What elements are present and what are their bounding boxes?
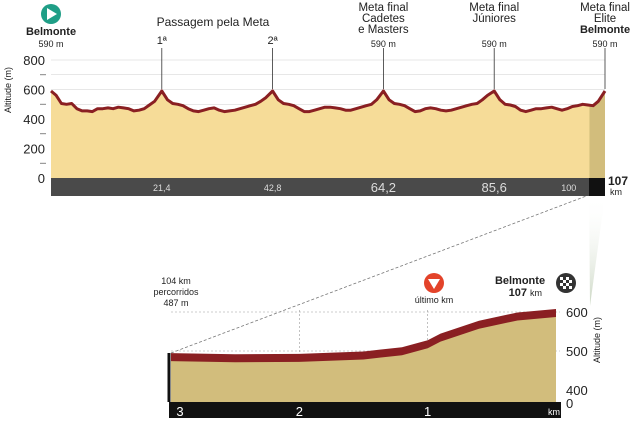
top-y-axis-label: Altitude (m) — [3, 67, 13, 113]
passage-label: 2ª — [267, 35, 278, 47]
top-y-ticks: 800 600 400 200 0 — [23, 53, 46, 186]
checker-square — [563, 280, 566, 283]
top-markers — [161, 48, 606, 89]
checker-square — [566, 277, 569, 280]
zoom-x-axis-bar — [169, 402, 561, 418]
zoom-y-tick-label: 400 — [566, 383, 588, 398]
zoom-x-tick-label: 2 — [296, 404, 303, 419]
top-y-tick-label: 0 — [38, 171, 45, 186]
zoom-connector-line — [170, 194, 590, 354]
checker-square — [563, 283, 566, 286]
finish-label-line: Belmonte — [580, 24, 630, 36]
checker-square — [569, 286, 572, 289]
zoom-start-km: 104 km — [161, 276, 191, 286]
passage-title: Passagem pela Meta — [157, 15, 270, 29]
finish-name: Belmonte — [495, 275, 545, 287]
top-y-tick-label: 600 — [23, 83, 45, 98]
top-x-axis-bar — [51, 178, 605, 196]
checker-square — [560, 286, 563, 289]
zoom-x-tick-label: 3 — [176, 404, 183, 419]
zoom-y-tick-label: 0 — [566, 396, 573, 411]
checker-square — [563, 277, 566, 280]
zoom-start-altitude: 487 m — [163, 298, 188, 308]
top-last-km-band — [589, 91, 605, 178]
checker-square — [569, 283, 572, 286]
checker-square — [560, 280, 563, 283]
checker-square — [560, 277, 563, 280]
passage-label: 1ª — [157, 35, 168, 47]
top-y-tick-label: 200 — [23, 142, 45, 157]
zoom-y-tick-label: 500 — [566, 344, 588, 359]
finish-altitude: 590 m — [482, 39, 507, 49]
checker-square — [563, 286, 566, 289]
top-x-tick-label: 85,6 — [482, 180, 507, 195]
finish-altitude: 590 m — [592, 39, 617, 49]
finish-altitude: 590 m — [371, 39, 396, 49]
zoom-profile-band — [171, 309, 556, 363]
top-x-tick-label: 64,2 — [371, 180, 396, 195]
play-icon — [47, 8, 57, 20]
zoom-y-axis-label: Altitude (m) — [592, 317, 602, 363]
top-y-tick-label: 400 — [23, 112, 45, 127]
top-y-tick-label: 800 — [23, 53, 45, 68]
zoom-y-tick-label: 600 — [566, 305, 588, 320]
zoom-x-ticks: 3 2 1 — [176, 404, 431, 419]
checker-square — [569, 280, 572, 283]
last-km-label: último km — [415, 295, 454, 305]
finish-label-line: e Masters — [358, 24, 409, 36]
finish-label-line: Meta final — [580, 2, 630, 14]
checkered-flag-icon — [556, 273, 576, 293]
checker-square — [560, 283, 563, 286]
triangle-down-icon — [428, 279, 440, 289]
finish-km-unit: km — [530, 288, 542, 298]
top-x-tick-label: 100 — [561, 183, 576, 193]
finish-label-line: Júniores — [472, 13, 516, 25]
top-x-ticks: 21,4 42,8 64,2 85,6 100 — [153, 180, 576, 195]
zoom-connector — [589, 195, 605, 306]
top-x-tick-label: 42,8 — [264, 183, 282, 193]
checker-square — [569, 277, 572, 280]
top-x-axis-end-block — [589, 178, 605, 196]
top-profile-area — [51, 91, 605, 178]
finish-label-line: Cadetes — [362, 13, 405, 25]
zoom-start-percorridos: percorridos — [153, 287, 199, 297]
start-altitude: 590 m — [38, 39, 63, 49]
zoom-x-tick-label: 1 — [424, 404, 431, 419]
finish-label-line: Meta final — [358, 2, 408, 14]
start-name: Belmonte — [26, 26, 76, 38]
top-x-tick-label: 21,4 — [153, 183, 171, 193]
top-profile-line — [50, 89, 607, 114]
finish-label-line: Elite — [594, 13, 616, 25]
zoom-x-unit: km — [548, 407, 560, 417]
top-end-km: 107 — [608, 174, 628, 188]
top-end-unit: km — [610, 187, 622, 197]
checker-square — [566, 280, 569, 283]
finish-km: 107 — [509, 287, 527, 299]
checker-square — [566, 283, 569, 286]
finish-label-line: Meta final — [469, 2, 519, 14]
checker-square — [566, 286, 569, 289]
